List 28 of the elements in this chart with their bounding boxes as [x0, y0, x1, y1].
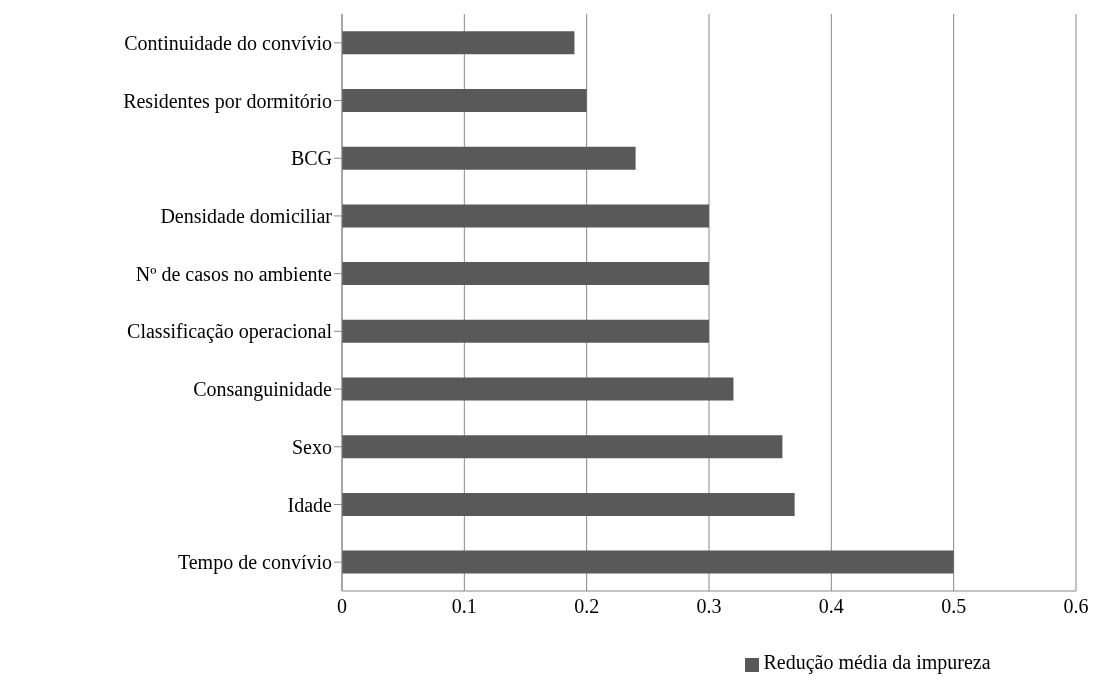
bar	[342, 146, 636, 170]
bar	[342, 31, 575, 55]
x-tick-label: 0.3	[696, 595, 722, 618]
bar	[342, 550, 954, 574]
legend-label: Redução média da impureza	[763, 651, 991, 673]
y-tick-label: Idade	[287, 493, 333, 516]
x-tick-label: 0.1	[451, 595, 477, 618]
x-tick-label: 0.2	[574, 595, 600, 618]
y-tick-label: Residentes por dormitório	[123, 89, 332, 113]
bar	[342, 204, 709, 228]
x-tick-label: 0.6	[1063, 595, 1089, 618]
x-tick-label: 0.4	[818, 595, 844, 618]
y-tick-label: Consanguinidade	[193, 378, 333, 402]
y-tick-label: Tempo de convívio	[177, 551, 332, 575]
bar	[342, 492, 795, 516]
y-tick-label: Continuidade do convívio	[124, 31, 332, 54]
bar	[342, 89, 587, 113]
y-tick-label: Classificação operacional	[127, 320, 333, 344]
x-tick-label: 0.5	[941, 595, 967, 618]
y-tick-label: Nº de casos no ambiente	[135, 262, 333, 285]
bar	[342, 319, 709, 343]
bar	[342, 262, 709, 286]
y-tick-label: BCG	[290, 147, 332, 170]
bar	[342, 377, 734, 401]
y-tick-label: Densidade domiciliar	[160, 205, 333, 228]
y-tick-label: Sexo	[292, 435, 332, 458]
x-tick-label: 0	[337, 595, 347, 618]
bar	[342, 435, 783, 459]
